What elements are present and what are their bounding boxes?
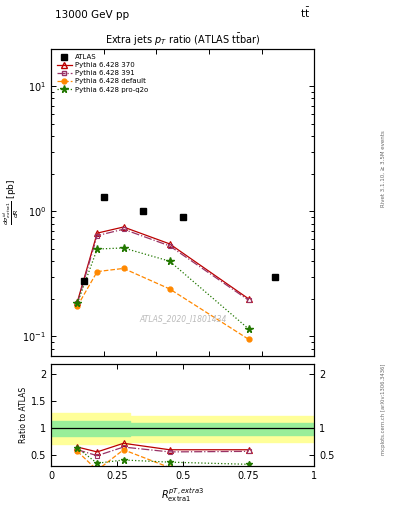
Text: ATLAS_2020_I1801434: ATLAS_2020_I1801434 [139, 314, 226, 324]
Pythia 6.428 391 [121, 226, 126, 232]
Pythia 6.428 pro-q2o [95, 246, 99, 252]
Pythia 6.428 pro-q2o [75, 300, 80, 306]
Pythia 6.428 pro-q2o [167, 258, 172, 264]
Pythia 6.428 370 [246, 296, 251, 302]
Text: t$\bar{\rm t}$: t$\bar{\rm t}$ [300, 6, 310, 20]
Pythia 6.428 391 [246, 297, 251, 303]
Pythia 6.428 370 [167, 241, 172, 247]
Pythia 6.428 default [167, 286, 172, 292]
Pythia 6.428 391 [75, 300, 80, 306]
X-axis label: $R_{\rm extra1}^{pT,extra3}$: $R_{\rm extra1}^{pT,extra3}$ [161, 486, 204, 504]
Line: Pythia 6.428 default: Pythia 6.428 default [75, 266, 251, 342]
Text: mcplots.cern.ch [arXiv:1306.3436]: mcplots.cern.ch [arXiv:1306.3436] [381, 364, 386, 455]
ATLAS [180, 214, 185, 220]
Text: 13000 GeV pp: 13000 GeV pp [55, 10, 129, 20]
Pythia 6.428 391 [95, 232, 99, 239]
Line: Pythia 6.428 pro-q2o: Pythia 6.428 pro-q2o [73, 244, 252, 333]
ATLAS [273, 274, 277, 280]
Pythia 6.428 default [246, 336, 251, 343]
Pythia 6.428 default [75, 303, 80, 309]
Pythia 6.428 pro-q2o [121, 245, 126, 251]
Pythia 6.428 default [121, 265, 126, 271]
ATLAS [82, 278, 86, 284]
Line: Pythia 6.428 370: Pythia 6.428 370 [74, 224, 252, 305]
Pythia 6.428 pro-q2o [246, 326, 251, 332]
Pythia 6.428 370 [121, 224, 126, 230]
Pythia 6.428 default [95, 268, 99, 274]
Line: Pythia 6.428 391: Pythia 6.428 391 [75, 227, 251, 306]
Pythia 6.428 370 [95, 230, 99, 236]
Y-axis label: Ratio to ATLAS: Ratio to ATLAS [19, 387, 28, 443]
Y-axis label: $\frac{d\sigma_{extra1}^{id}}{dR}$ [pb]: $\frac{d\sigma_{extra1}^{id}}{dR}$ [pb] [2, 179, 21, 225]
Title: Extra jets $p_T$ ratio (ATLAS t$\bar{\rm t}$bar): Extra jets $p_T$ ratio (ATLAS t$\bar{\rm… [105, 32, 261, 49]
Pythia 6.428 370 [75, 298, 80, 305]
Pythia 6.428 391 [167, 243, 172, 249]
ATLAS [101, 194, 106, 200]
Text: Rivet 3.1.10, ≥ 3.5M events: Rivet 3.1.10, ≥ 3.5M events [381, 131, 386, 207]
Line: ATLAS: ATLAS [81, 194, 278, 284]
ATLAS [141, 208, 146, 215]
Legend: ATLAS, Pythia 6.428 370, Pythia 6.428 391, Pythia 6.428 default, Pythia 6.428 pr: ATLAS, Pythia 6.428 370, Pythia 6.428 39… [55, 52, 150, 95]
